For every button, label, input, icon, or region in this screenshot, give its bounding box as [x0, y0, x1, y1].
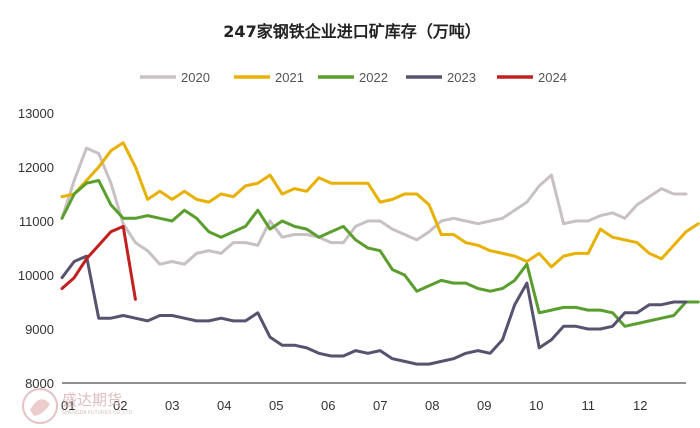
y-tick-label: 8000 [25, 376, 54, 391]
watermark-logo-swirl [30, 399, 50, 416]
legend-label-2022: 2022 [359, 70, 388, 85]
x-tick-label: 10 [529, 398, 543, 413]
legend-label-2021: 2021 [275, 70, 304, 85]
series-line-2022 [60, 179, 700, 328]
x-tick-label: 11 [581, 398, 595, 413]
series-line-2021 [60, 141, 700, 269]
legend-label-2024: 2024 [538, 70, 567, 85]
legend-label-2020: 2020 [181, 70, 210, 85]
y-tick-label: 10000 [18, 268, 54, 283]
x-tick-label: 02 [113, 398, 127, 413]
y-tick-label: 11000 [19, 214, 54, 229]
x-tick-label: 08 [425, 398, 439, 413]
y-axis: 8000 9000 10000 11000 12000 13000 [18, 106, 54, 391]
x-tick-label: 06 [321, 398, 335, 413]
watermark-logo-icon [22, 388, 58, 424]
legend-label-2023: 2023 [447, 70, 476, 85]
y-tick-label: 13000 [18, 106, 54, 121]
watermark-brand: 盛达期货 [62, 391, 122, 409]
y-tick-label: 12000 [18, 160, 54, 175]
y-tick-label: 9000 [25, 322, 54, 337]
x-axis: 01 02 03 04 05 06 07 08 09 10 11 12 [61, 398, 647, 413]
x-tick-label: 05 [269, 398, 283, 413]
x-tick-label: 03 [165, 398, 179, 413]
watermark: 盛达期货 SHENGDA FUTURES CO.,LTD. [22, 388, 134, 424]
series-group [60, 141, 700, 366]
x-tick-label: 01 [61, 398, 75, 413]
watermark-sub: SHENGDA FUTURES CO.,LTD. [62, 410, 134, 416]
chart-title: 247家钢铁企业进口矿库存（万吨） [223, 22, 480, 41]
x-tick-label: 09 [477, 398, 491, 413]
x-tick-label: 12 [633, 398, 647, 413]
series-line-2024 [60, 224, 137, 301]
legend: 2020 2021 2022 2023 2024 [140, 70, 567, 85]
series-line-2023 [60, 254, 688, 366]
x-tick-label: 07 [373, 398, 387, 413]
series-line-2020 [60, 146, 688, 266]
x-tick-label: 04 [217, 398, 231, 413]
